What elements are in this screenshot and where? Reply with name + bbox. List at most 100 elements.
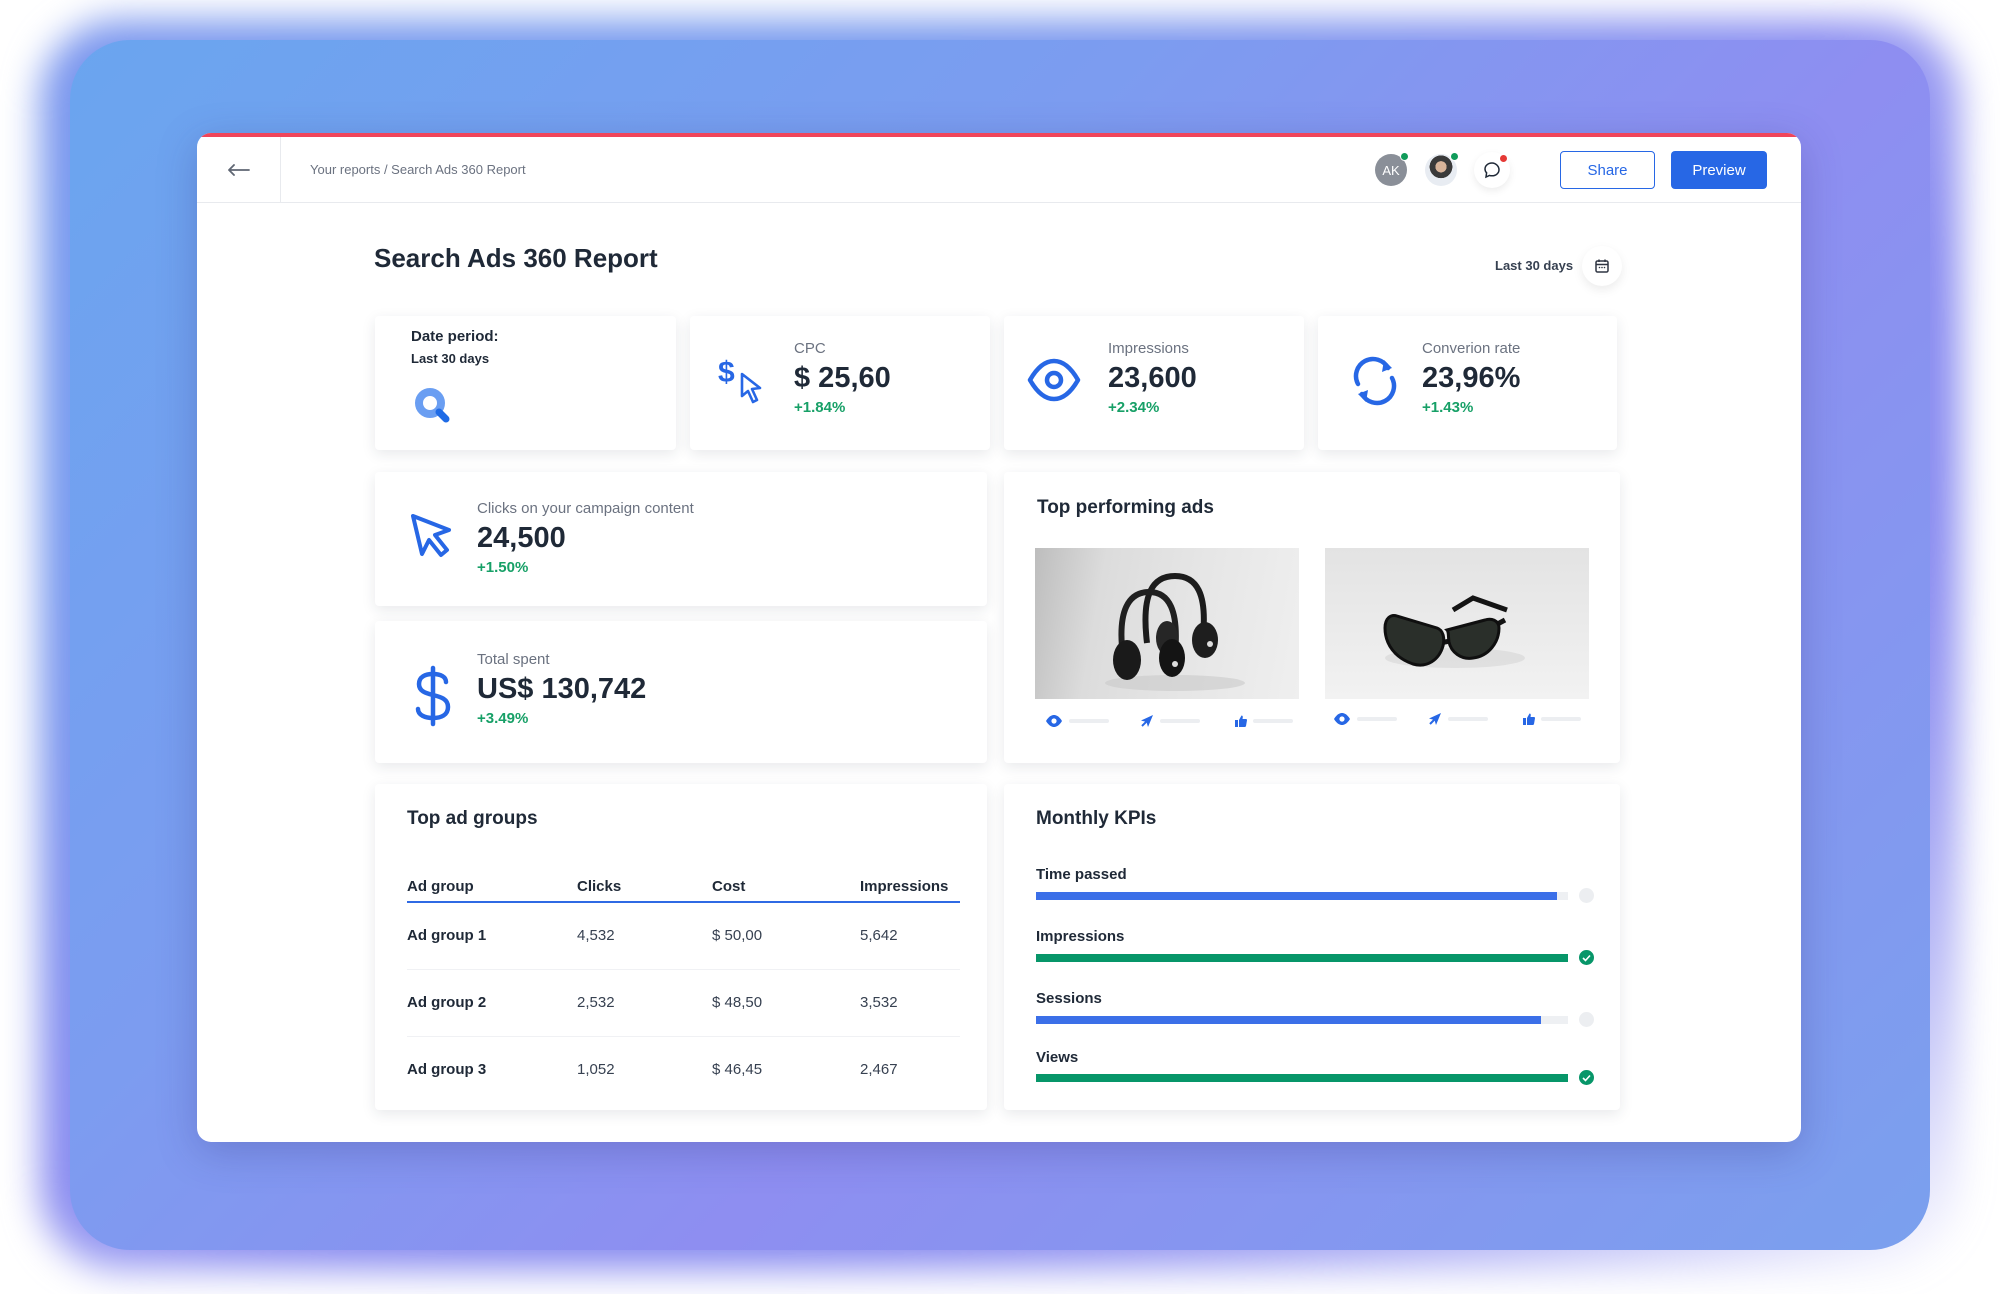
likes-metric <box>1523 713 1618 725</box>
clicks-card: Clicks on your campaign content 24,500 +… <box>375 472 987 606</box>
column-header-ad-group[interactable]: Ad group <box>407 862 577 903</box>
clicks-cell: 2,532 <box>577 969 712 1037</box>
calendar-icon <box>1595 259 1609 273</box>
kpi-label-views: Views <box>1036 1049 1079 1066</box>
date-period-card: Date period: Last 30 days <box>375 316 676 450</box>
share-button[interactable]: Share <box>1560 151 1655 189</box>
monthly-kpis-card: Monthly KPIs Time passed Impressions Ses… <box>1004 784 1620 1110</box>
date-filter-label[interactable]: Last 30 days <box>1495 258 1574 273</box>
kpi-label-sessions: Sessions <box>1036 990 1102 1007</box>
date-period-value: Last 30 days <box>411 351 490 366</box>
eye-icon <box>1027 358 1081 402</box>
preview-button[interactable]: Preview <box>1671 151 1767 189</box>
top-ad-groups-card: Top ad groups Ad group Clicks Cost Impre… <box>375 784 987 1110</box>
kpi-value: 23,600 <box>1108 362 1197 394</box>
check-circle-icon <box>1579 950 1594 965</box>
column-header-impressions[interactable]: Impressions <box>860 862 960 903</box>
clicks-metric <box>1428 712 1523 726</box>
clicks-cell: 1,052 <box>577 1061 615 1079</box>
clicks-label: Clicks on your campaign content <box>477 500 694 517</box>
svg-text:$: $ <box>718 356 735 389</box>
progress-bar-impressions <box>1036 954 1568 962</box>
kpi-label-time-passed: Time passed <box>1036 866 1127 883</box>
views-bar <box>1069 719 1109 723</box>
avatar-ak[interactable]: AK <box>1375 152 1409 186</box>
pending-status-icon <box>1579 888 1594 903</box>
chat-bubble-icon <box>1484 162 1500 179</box>
kpi-card-conversion-rate: Converion rate 23,96% +1.43% <box>1318 316 1617 450</box>
search-magnifier-icon <box>415 388 450 423</box>
ad-groups-title: Top ad groups <box>407 808 538 829</box>
clicks-value: 24,500 <box>477 522 566 554</box>
date-picker-button[interactable] <box>1582 246 1622 286</box>
top-ads-title: Top performing ads <box>1037 497 1214 518</box>
clicks-bar <box>1448 717 1488 721</box>
notification-dot <box>1499 154 1508 163</box>
cursor-arrow-icon <box>411 514 451 557</box>
impressions-cell: 2,467 <box>860 1061 898 1079</box>
kpi-value: $ 25,60 <box>794 362 891 394</box>
table-row[interactable]: Ad group 1 4,532 $ 50,00 5,642 <box>407 902 960 970</box>
thumbs-up-icon <box>1523 713 1535 725</box>
breadcrumb[interactable]: Your reports / Search Ads 360 Report <box>310 162 526 177</box>
kpi-card-cpc: $ CPC $ 25,60 +1.84% <box>690 316 990 450</box>
kpi-label: CPC <box>794 340 826 357</box>
ad-group-name: Ad group 1 <box>407 902 577 970</box>
clicks-bar <box>1160 719 1200 723</box>
views-metric <box>1333 713 1428 725</box>
sunglasses-product-image <box>1383 595 1525 668</box>
kpi-delta: +1.43% <box>1422 399 1474 416</box>
arrow-left-icon <box>227 164 250 176</box>
check-circle-icon <box>1579 1070 1594 1085</box>
online-status-dot <box>1400 152 1409 161</box>
headphones-product-image <box>1105 572 1245 691</box>
progress-fill <box>1036 954 1568 962</box>
spent-label: Total spent <box>477 651 550 668</box>
top-ads-card: Top performing ads <box>1004 472 1620 763</box>
back-button[interactable] <box>197 137 281 203</box>
pending-status-icon <box>1579 1012 1594 1027</box>
cost-cell: $ 46,45 <box>712 1061 763 1079</box>
monthly-kpis-title: Monthly KPIs <box>1036 808 1157 829</box>
clicks-delta: +1.50% <box>477 559 529 576</box>
column-header-clicks[interactable]: Clicks <box>577 862 712 903</box>
spent-value: US$ 130,742 <box>477 673 647 705</box>
eye-icon <box>1334 713 1350 725</box>
progress-fill <box>1036 1074 1568 1082</box>
page-title: Search Ads 360 Report <box>374 243 658 273</box>
views-metric <box>1045 715 1140 727</box>
avatar-initials: AK <box>1382 162 1400 178</box>
kpi-card-impressions: Impressions 23,600 +2.34% <box>1004 316 1304 450</box>
table-header-row: Ad group Clicks Cost Impressions <box>407 862 960 903</box>
ad-group-name: Ad group 2 <box>407 969 577 1037</box>
progress-bar-time-passed <box>1036 892 1568 900</box>
dollar-sign-icon <box>415 665 451 727</box>
table-row[interactable]: Ad group 2 2,532 $ 48,50 3,532 <box>407 969 960 1037</box>
column-header-cost[interactable]: Cost <box>712 862 860 903</box>
ad-image-sunglasses[interactable] <box>1325 548 1589 699</box>
kpi-value: 23,96% <box>1422 362 1521 394</box>
kpi-delta: +2.34% <box>1108 399 1160 416</box>
progress-fill <box>1036 1016 1542 1024</box>
ad-image-headphones[interactable] <box>1035 548 1299 699</box>
progress-bar-sessions <box>1036 1016 1568 1024</box>
views-bar <box>1357 717 1397 721</box>
progress-bar-views <box>1036 1074 1568 1082</box>
comments-button[interactable] <box>1474 152 1510 188</box>
progress-fill <box>1036 892 1558 900</box>
date-period-label: Date period: <box>411 328 499 345</box>
table-row[interactable]: Ad group 3 1,052 $ 46,45 2,467 <box>407 1036 960 1103</box>
likes-bar <box>1541 717 1581 721</box>
kpi-delta: +1.84% <box>794 399 846 416</box>
kpi-label: Converion rate <box>1422 340 1521 357</box>
avatar-user-photo[interactable] <box>1425 152 1459 186</box>
spent-delta: +3.49% <box>477 710 529 727</box>
total-spent-card: Total spent US$ 130,742 +3.49% <box>375 621 987 763</box>
kpi-label: Impressions <box>1108 340 1189 357</box>
arrow-up-right-icon <box>1429 713 1441 725</box>
ad-group-name: Ad group 3 <box>407 1061 487 1079</box>
clicks-metric <box>1140 714 1235 728</box>
arrow-up-right-icon <box>1141 715 1153 727</box>
ad-groups-table: Ad group Clicks Cost Impressions Ad grou… <box>407 862 960 1103</box>
dollar-cursor-icon: $ <box>718 356 762 404</box>
